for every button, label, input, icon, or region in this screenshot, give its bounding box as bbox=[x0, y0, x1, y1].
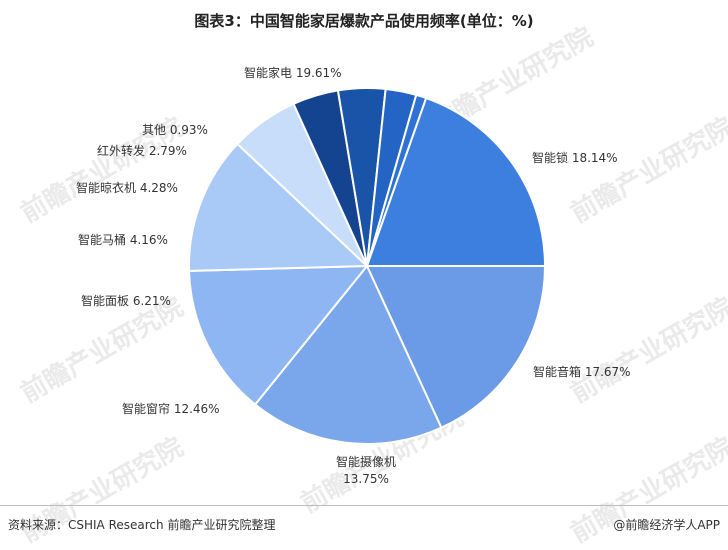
slice-value-label: 13.75% bbox=[343, 472, 389, 486]
slice-label: 智能窗帘 12.46% bbox=[122, 401, 220, 416]
pie-labels: 智能锁 18.14% 智能音箱 17.67% 智能摄像机 13.75% 智能窗帘 12.… bbox=[76, 65, 631, 486]
pie-slice bbox=[365, 265, 547, 430]
pie-slice bbox=[188, 264, 370, 406]
pie-slice bbox=[253, 264, 443, 446]
source-note: 资料来源：CSHIA Research 前瞻产业研究院整理 bbox=[8, 518, 276, 532]
credit-note: @前瞻经济学人APP bbox=[613, 518, 720, 532]
slice-label: 红外转发 2.79% bbox=[97, 143, 187, 158]
slice-label: 智能马桶 4.16% bbox=[78, 232, 168, 247]
pie-slices bbox=[188, 87, 547, 446]
chart-title: 图表3：中国智能家居爆款产品使用频率(单位：%) bbox=[194, 12, 534, 30]
slice-label: 智能音箱 17.67% bbox=[533, 364, 631, 379]
slice-label: 智能摄像机 bbox=[336, 454, 396, 469]
pie-slice bbox=[365, 96, 547, 267]
slice-label: 智能家电 19.61% bbox=[244, 65, 342, 80]
slice-label: 智能面板 6.21% bbox=[81, 293, 171, 308]
footer-divider bbox=[0, 505, 728, 506]
slice-label: 其他 0.93% bbox=[142, 123, 208, 137]
slice-label: 智能晾衣机 4.28% bbox=[76, 180, 178, 195]
pie-slice bbox=[188, 142, 370, 272]
slice-label: 智能锁 18.14% bbox=[532, 150, 618, 165]
